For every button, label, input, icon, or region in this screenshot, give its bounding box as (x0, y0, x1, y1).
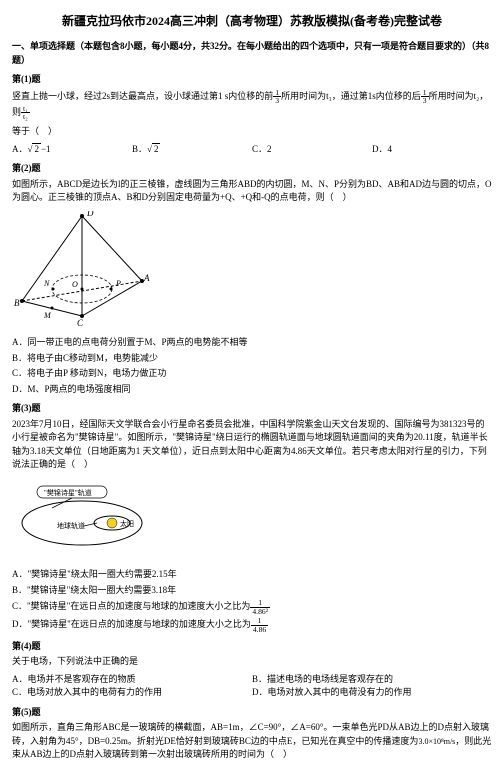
svg-text:B: B (14, 298, 20, 308)
q2-figure: D B C A O N P M (12, 211, 492, 331)
section-header: 一、单项选择题（本题包含8小题，每小题4分，共32分。在每小题给出的四个选项中，… (12, 40, 492, 67)
q4-optC: C．电场对放入其中的电荷有力的作用 (12, 686, 252, 700)
q1-optA: A．√2−1 (12, 143, 132, 157)
svg-text:地球轨道: 地球轨道 (57, 521, 85, 530)
q2-optC: C．将电子由P 移动到N，电场力做正功 (12, 367, 492, 381)
q3-optC: C．"樊锦诗星"在远日点的加速度与地球的加速度大小之比为14.86² (12, 599, 492, 615)
q4-optA: A．电场并不是客观存在的物质 (12, 673, 252, 687)
q3-text: 2023年7月10日，经国际天文学联合会小行星命名委员会批准，中国科学院紫金山天… (12, 418, 492, 472)
q3-options: A．"樊锦诗星"绕太阳一圈大约需要2.15年 B．"樊锦诗星"绕太阳一圈大约需要… (12, 568, 492, 634)
q3-optA: A．"樊锦诗星"绕太阳一圈大约需要2.15年 (12, 568, 492, 582)
svg-text:D: D (86, 211, 94, 218)
q4-options: A．电场并不是客观存在的物质 C．电场对放入其中的电荷有力的作用 B．描述电场的… (12, 673, 492, 700)
q4-optD: D．电场对放入其中的电荷没有力的作用 (252, 686, 492, 700)
q1-text2: 等于（ ） (12, 125, 492, 139)
q1-options: A．√2−1 B．√2 C．2 D．4 (12, 143, 492, 157)
q5-text: 如图所示，直角三角形ABC是一玻璃砖的横截面，AB=1m，∠C=90°，∠A=6… (12, 721, 492, 762)
q4-num: 第(4)题 (12, 640, 492, 654)
q1-optD: D．4 (372, 143, 492, 157)
q3-optB: B．"樊锦诗星"绕太阳一圈大约需要3.18年 (12, 584, 492, 598)
svg-text:C: C (77, 318, 84, 326)
svg-text:太阳: 太阳 (120, 519, 134, 528)
q1-optB: B．√2 (132, 143, 252, 157)
q1-text: 竖直上抛一小球，经过2s到达最高点，设小球通过第1 s内位移的前13所用时间为t… (12, 89, 492, 122)
q1-num: 第(1)题 (12, 73, 492, 87)
q2-optD: D．M、P两点的电场强度相同 (12, 383, 492, 397)
q2-options: A．同一带正电的点电荷分别置于M、P两点的电势能不相等 B．将电子由C移动到M，… (12, 336, 492, 396)
q1-optC: C．2 (252, 143, 372, 157)
q4-optB: B．描述电场的电场线是客观存在的 (252, 673, 492, 687)
q3-num: 第(3)题 (12, 402, 492, 416)
q2-text: 如图所示，ABCD是边长为l的正三棱锥，虚线圆为三角形ABD的内切圆，M、N、P… (12, 178, 492, 205)
q2-optB: B．将电子由C移动到M，电势能减少 (12, 352, 492, 366)
svg-text:P: P (115, 279, 121, 288)
svg-text:N: N (43, 279, 50, 288)
svg-text:"樊锦诗星"轨道: "樊锦诗星"轨道 (44, 488, 92, 497)
q3-optD: D．"樊锦诗星"在远日点的加速度与地球的加速度大小之比为14.86 (12, 617, 492, 633)
q2-num: 第(2)题 (12, 162, 492, 176)
svg-text:A: A (143, 273, 150, 283)
q2-optA: A．同一带正电的点电荷分别置于M、P两点的电势能不相等 (12, 336, 492, 350)
svg-text:M: M (43, 311, 52, 320)
exam-title: 新疆克拉玛依市2024高三冲刺（高考物理）苏教版模拟(备考卷)完整试卷 (12, 12, 492, 30)
q4-text: 关于电场，下列说法中正确的是 (12, 655, 492, 669)
q3-figure: "樊锦诗星"轨道 地球轨道 太阳 (12, 478, 492, 563)
svg-text:O: O (72, 280, 78, 289)
